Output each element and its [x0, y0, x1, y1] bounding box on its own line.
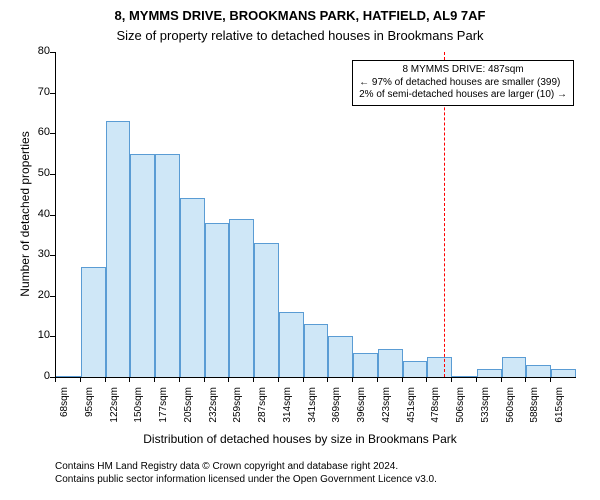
- histogram-bar: [56, 376, 81, 377]
- annotation-line: 8 MYMMS DRIVE: 487sqm: [359, 64, 567, 77]
- x-tick-label: 615sqm: [554, 387, 565, 431]
- x-tick-label: 150sqm: [133, 387, 144, 431]
- y-tick-mark: [50, 52, 55, 53]
- histogram-bar: [328, 336, 353, 377]
- histogram-bar: [551, 369, 576, 377]
- x-tick-label: 396sqm: [356, 387, 367, 431]
- x-tick-label: 506sqm: [455, 387, 466, 431]
- x-tick-label: 232sqm: [208, 387, 219, 431]
- histogram-bar: [155, 154, 180, 377]
- x-tick-mark: [525, 377, 526, 382]
- x-tick-label: 122sqm: [109, 387, 120, 431]
- y-tick-label: 60: [20, 126, 50, 138]
- x-tick-label: 205sqm: [183, 387, 194, 431]
- histogram-bar: [502, 357, 527, 377]
- y-tick-mark: [50, 174, 55, 175]
- x-tick-label: 95sqm: [84, 387, 95, 431]
- chart-container: 8, MYMMS DRIVE, BROOKMANS PARK, HATFIELD…: [0, 0, 600, 500]
- x-tick-mark: [154, 377, 155, 382]
- annotation-line: ← 97% of detached houses are smaller (39…: [359, 77, 567, 90]
- x-tick-mark: [303, 377, 304, 382]
- title: 8, MYMMS DRIVE, BROOKMANS PARK, HATFIELD…: [0, 8, 600, 23]
- y-tick-label: 10: [20, 329, 50, 341]
- x-tick-mark: [204, 377, 205, 382]
- histogram-bar: [81, 267, 106, 377]
- histogram-bar: [205, 223, 230, 377]
- x-tick-mark: [80, 377, 81, 382]
- histogram-bar: [106, 121, 131, 377]
- y-tick-mark: [50, 133, 55, 134]
- subtitle: Size of property relative to detached ho…: [0, 28, 600, 43]
- y-tick-mark: [50, 336, 55, 337]
- y-tick-mark: [50, 296, 55, 297]
- x-tick-mark: [550, 377, 551, 382]
- histogram-bar: [353, 353, 378, 377]
- y-tick-label: 0: [20, 370, 50, 382]
- annotation-line: 2% of semi-detached houses are larger (1…: [359, 89, 567, 102]
- histogram-bar: [304, 324, 329, 377]
- x-tick-label: 478sqm: [430, 387, 441, 431]
- y-tick-mark: [50, 93, 55, 94]
- x-tick-mark: [501, 377, 502, 382]
- histogram-bar: [427, 357, 452, 377]
- x-tick-mark: [55, 377, 56, 382]
- footer-line2: Contains public sector information licen…: [55, 473, 437, 486]
- x-tick-mark: [377, 377, 378, 382]
- x-tick-mark: [228, 377, 229, 382]
- x-tick-mark: [451, 377, 452, 382]
- x-tick-mark: [476, 377, 477, 382]
- x-tick-mark: [179, 377, 180, 382]
- histogram-bar: [229, 219, 254, 377]
- y-tick-mark: [50, 215, 55, 216]
- annotation-box: 8 MYMMS DRIVE: 487sqm← 97% of detached h…: [352, 60, 574, 106]
- histogram-bar: [452, 376, 477, 377]
- histogram-bar: [254, 243, 279, 377]
- histogram-bar: [279, 312, 304, 377]
- x-tick-label: 341sqm: [307, 387, 318, 431]
- x-tick-mark: [278, 377, 279, 382]
- histogram-bar: [526, 365, 551, 377]
- x-tick-mark: [129, 377, 130, 382]
- x-tick-label: 451sqm: [406, 387, 417, 431]
- histogram-bar: [403, 361, 428, 377]
- x-tick-mark: [253, 377, 254, 382]
- histogram-bar: [180, 198, 205, 377]
- x-tick-label: 287sqm: [257, 387, 268, 431]
- x-tick-label: 423sqm: [381, 387, 392, 431]
- x-tick-label: 314sqm: [282, 387, 293, 431]
- x-tick-label: 259sqm: [232, 387, 243, 431]
- x-tick-label: 533sqm: [480, 387, 491, 431]
- x-tick-mark: [402, 377, 403, 382]
- x-tick-mark: [426, 377, 427, 382]
- y-tick-label: 30: [20, 248, 50, 260]
- y-tick-label: 20: [20, 289, 50, 301]
- footer-line1: Contains HM Land Registry data © Crown c…: [55, 460, 437, 473]
- y-tick-label: 80: [20, 45, 50, 57]
- y-tick-label: 70: [20, 86, 50, 98]
- x-tick-mark: [105, 377, 106, 382]
- y-tick-mark: [50, 255, 55, 256]
- x-tick-label: 588sqm: [529, 387, 540, 431]
- histogram-bar: [130, 154, 155, 377]
- histogram-bar: [477, 369, 502, 377]
- x-axis-title: Distribution of detached houses by size …: [0, 432, 600, 446]
- footer: Contains HM Land Registry data © Crown c…: [55, 460, 437, 486]
- x-tick-label: 560sqm: [505, 387, 516, 431]
- x-tick-label: 68sqm: [59, 387, 70, 431]
- histogram-bar: [378, 349, 403, 377]
- x-tick-mark: [327, 377, 328, 382]
- y-tick-label: 40: [20, 208, 50, 220]
- x-tick-label: 177sqm: [158, 387, 169, 431]
- x-tick-label: 369sqm: [331, 387, 342, 431]
- y-tick-label: 50: [20, 167, 50, 179]
- x-tick-mark: [352, 377, 353, 382]
